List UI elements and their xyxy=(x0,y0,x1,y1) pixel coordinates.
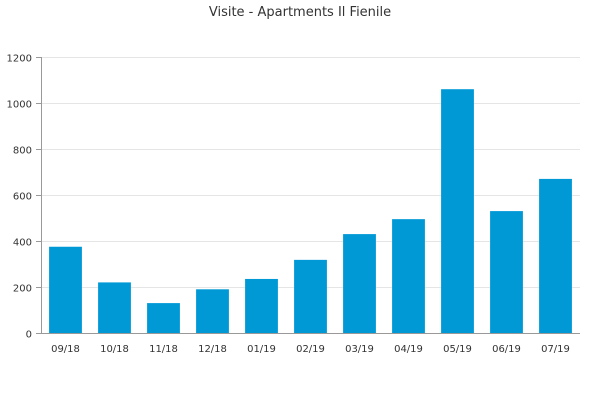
y-tick-label: 800 xyxy=(13,146,32,157)
x-tick-label: 07/19 xyxy=(541,344,570,355)
bar-01-19 xyxy=(245,278,278,333)
x-tick-label: 01/19 xyxy=(247,344,276,355)
y-tick-label: 400 xyxy=(13,238,32,249)
y-tick-labels: 0 200 400 600 800 1000 1200 xyxy=(7,54,32,341)
x-tick-label: 06/19 xyxy=(492,344,521,355)
x-tick-label: 04/19 xyxy=(394,344,423,355)
bars xyxy=(49,89,572,333)
x-tick-labels: 09/18 10/18 11/18 12/18 01/19 02/19 03/19 04/19… xyxy=(51,344,570,355)
bar-04-19 xyxy=(392,219,425,333)
chart-title: Visite - Apartments Il Fienile xyxy=(209,5,391,20)
x-tick-label: 11/18 xyxy=(149,344,178,355)
x-tick-label: 03/19 xyxy=(345,344,374,355)
bar-03-19 xyxy=(343,234,376,333)
bar-12-18 xyxy=(196,289,229,333)
bar-09-18 xyxy=(49,246,82,333)
bar-07-19 xyxy=(539,178,572,333)
bar-05-19 xyxy=(441,89,474,333)
y-tick-label: 0 xyxy=(26,330,32,341)
x-tick-label: 05/19 xyxy=(443,344,472,355)
bar-02-19 xyxy=(294,259,327,333)
y-tick-label: 1000 xyxy=(7,100,32,111)
x-tick-label: 09/18 xyxy=(51,344,80,355)
x-tick-label: 10/18 xyxy=(100,344,129,355)
bar-10-18 xyxy=(98,282,131,333)
y-tick-label: 200 xyxy=(13,284,32,295)
y-tick-label: 1200 xyxy=(7,54,32,65)
bar-11-18 xyxy=(147,303,180,333)
bar-06-19 xyxy=(490,211,523,333)
x-tick-label: 12/18 xyxy=(198,344,227,355)
x-tick-label: 02/19 xyxy=(296,344,325,355)
y-tick-label: 600 xyxy=(13,192,32,203)
axes xyxy=(36,57,580,334)
